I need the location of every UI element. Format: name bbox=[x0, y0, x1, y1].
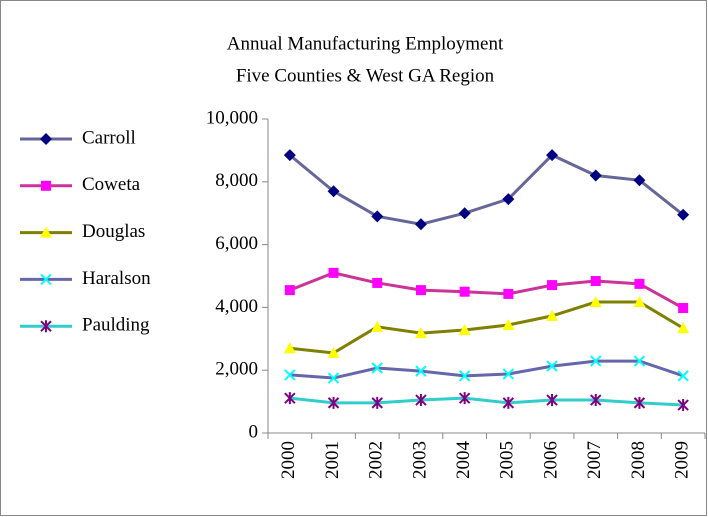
marker bbox=[502, 193, 515, 206]
marker bbox=[40, 320, 52, 333]
marker bbox=[633, 355, 646, 367]
marker bbox=[458, 207, 471, 220]
series-line bbox=[289, 271, 684, 310]
marker bbox=[634, 278, 645, 289]
legend-label: Douglas bbox=[82, 221, 145, 242]
marker bbox=[677, 399, 689, 412]
x-tick-label: 2000 bbox=[278, 441, 299, 479]
marker bbox=[677, 208, 690, 221]
y-tick-label: 0 bbox=[249, 421, 259, 442]
marker bbox=[546, 149, 559, 162]
marker bbox=[371, 396, 383, 409]
chart-subtitle: Five Counties & West GA Region bbox=[236, 65, 495, 86]
x-tick-label: 2004 bbox=[453, 441, 474, 480]
legend-label: Haralson bbox=[82, 268, 151, 289]
x-tick-label: 2008 bbox=[628, 441, 649, 479]
chart-title: Annual Manufacturing Employment bbox=[227, 33, 504, 54]
marker bbox=[371, 320, 384, 332]
marker bbox=[677, 322, 690, 334]
marker bbox=[415, 365, 427, 377]
x-tick-label: 2007 bbox=[584, 441, 605, 479]
marker bbox=[458, 370, 471, 382]
marker bbox=[371, 210, 384, 223]
series-line bbox=[288, 153, 685, 226]
marker bbox=[589, 169, 602, 182]
marker bbox=[502, 318, 515, 330]
series-line bbox=[289, 359, 684, 380]
marker bbox=[503, 288, 514, 299]
marker bbox=[40, 273, 52, 286]
marker bbox=[283, 342, 296, 354]
y-tick-label: 2,000 bbox=[215, 359, 258, 380]
marker bbox=[327, 396, 340, 409]
legend-label: Coweta bbox=[82, 174, 141, 195]
marker bbox=[677, 370, 689, 382]
x-tick-label: 2005 bbox=[497, 441, 518, 479]
series-line bbox=[289, 300, 684, 355]
marker bbox=[502, 396, 515, 409]
marker bbox=[547, 280, 558, 291]
y-tick-label: 8,000 bbox=[215, 170, 258, 191]
series-line bbox=[289, 396, 684, 407]
marker bbox=[40, 226, 52, 238]
marker bbox=[283, 149, 296, 162]
marker bbox=[327, 372, 340, 384]
marker bbox=[327, 185, 340, 198]
marker bbox=[678, 303, 689, 314]
marker bbox=[458, 324, 471, 336]
marker bbox=[40, 133, 52, 145]
marker bbox=[633, 174, 646, 187]
x-tick-label: 2002 bbox=[366, 441, 387, 479]
y-tick-label: 4,000 bbox=[215, 296, 258, 317]
marker bbox=[284, 392, 296, 405]
marker bbox=[372, 277, 383, 288]
marker bbox=[633, 396, 646, 409]
x-tick-label: 2003 bbox=[409, 441, 430, 479]
x-tick-label: 2006 bbox=[540, 441, 561, 479]
marker bbox=[546, 309, 559, 321]
marker bbox=[590, 355, 602, 367]
marker bbox=[502, 368, 515, 380]
marker bbox=[41, 180, 51, 191]
y-tick-label: 6,000 bbox=[215, 233, 258, 254]
marker bbox=[284, 369, 296, 381]
marker bbox=[328, 267, 339, 278]
marker bbox=[590, 276, 601, 287]
marker bbox=[546, 394, 558, 407]
x-tick-label: 2001 bbox=[322, 441, 343, 479]
legend-label: Carroll bbox=[82, 127, 136, 148]
marker bbox=[633, 296, 646, 308]
marker bbox=[546, 360, 558, 372]
marker bbox=[459, 286, 470, 297]
marker bbox=[415, 285, 426, 296]
y-tick-label: 10,000 bbox=[206, 107, 258, 128]
marker bbox=[590, 394, 602, 407]
marker bbox=[327, 346, 340, 358]
marker bbox=[415, 394, 427, 407]
marker bbox=[414, 218, 427, 231]
marker bbox=[284, 285, 295, 296]
marker bbox=[414, 327, 427, 339]
x-tick-label: 2009 bbox=[672, 441, 693, 479]
marker bbox=[371, 362, 383, 374]
legend-label: Paulding bbox=[82, 315, 150, 336]
marker bbox=[458, 392, 471, 405]
marker bbox=[589, 296, 602, 308]
